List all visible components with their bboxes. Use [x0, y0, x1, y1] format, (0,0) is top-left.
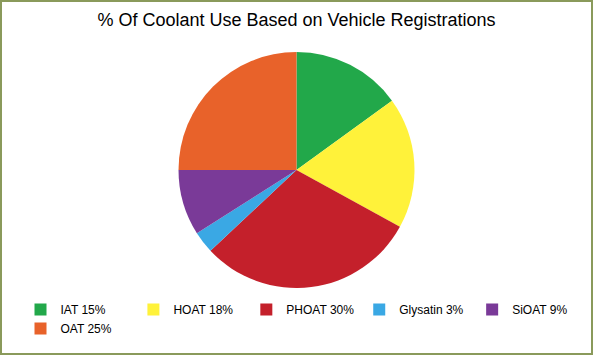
svg-text:SiOAT 9%: SiOAT 9% — [512, 303, 567, 317]
svg-text:OAT 25%: OAT 25% — [61, 322, 112, 336]
svg-text:% Of Coolant Use Based on Vehi: % Of Coolant Use Based on Vehicle Regist… — [97, 10, 495, 30]
svg-text:Glysatin 3%: Glysatin 3% — [399, 303, 463, 317]
svg-text:IAT 15%: IAT 15% — [61, 303, 106, 317]
svg-text:PHOAT 30%: PHOAT 30% — [286, 303, 354, 317]
svg-text:HOAT 18%: HOAT 18% — [173, 303, 233, 317]
